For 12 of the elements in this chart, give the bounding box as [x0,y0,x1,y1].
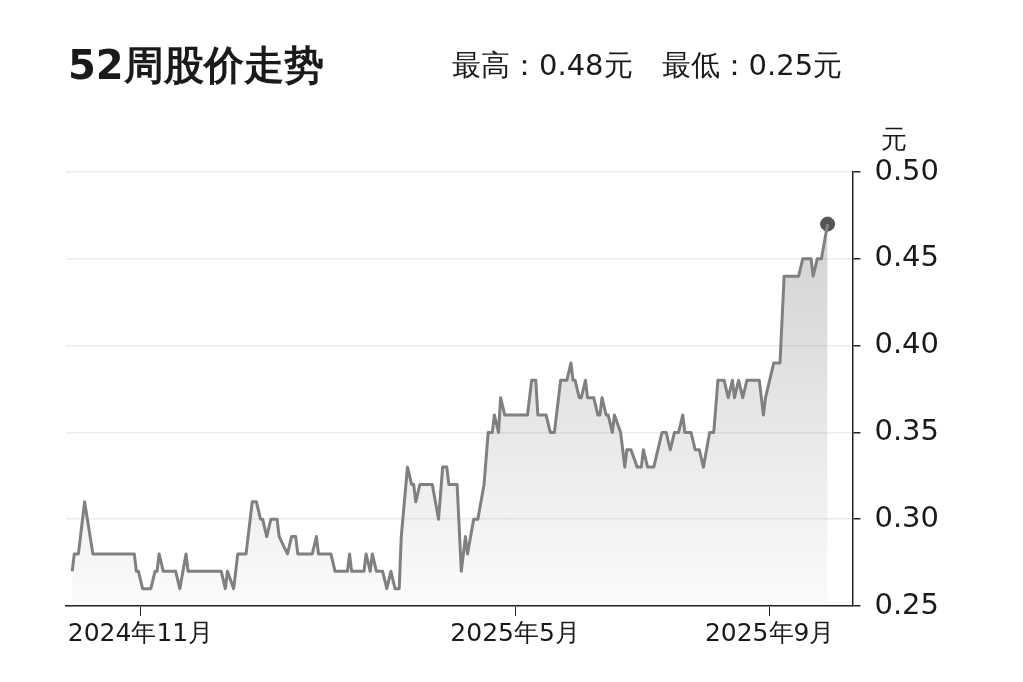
y-tick-label: 0.35 [874,412,940,447]
y-tick-label: 0.40 [874,326,940,361]
y-tick-label: 0.45 [874,239,940,274]
y-axis-title: 元 [881,123,908,154]
x-tick-label: 2024年11月 [67,617,214,647]
x-tick-label: 2025年5月 [450,617,580,647]
chart-title: 52周股价走势 [68,41,324,90]
y-tick-label: 0.30 [874,499,940,534]
y-tick-label: 0.25 [874,586,940,621]
x-tick-label: 2025年9月 [704,617,835,647]
chart-subtitle: 最高：0.48元 最低：0.25元 [452,47,843,84]
y-tick-label: 0.50 [874,152,940,187]
